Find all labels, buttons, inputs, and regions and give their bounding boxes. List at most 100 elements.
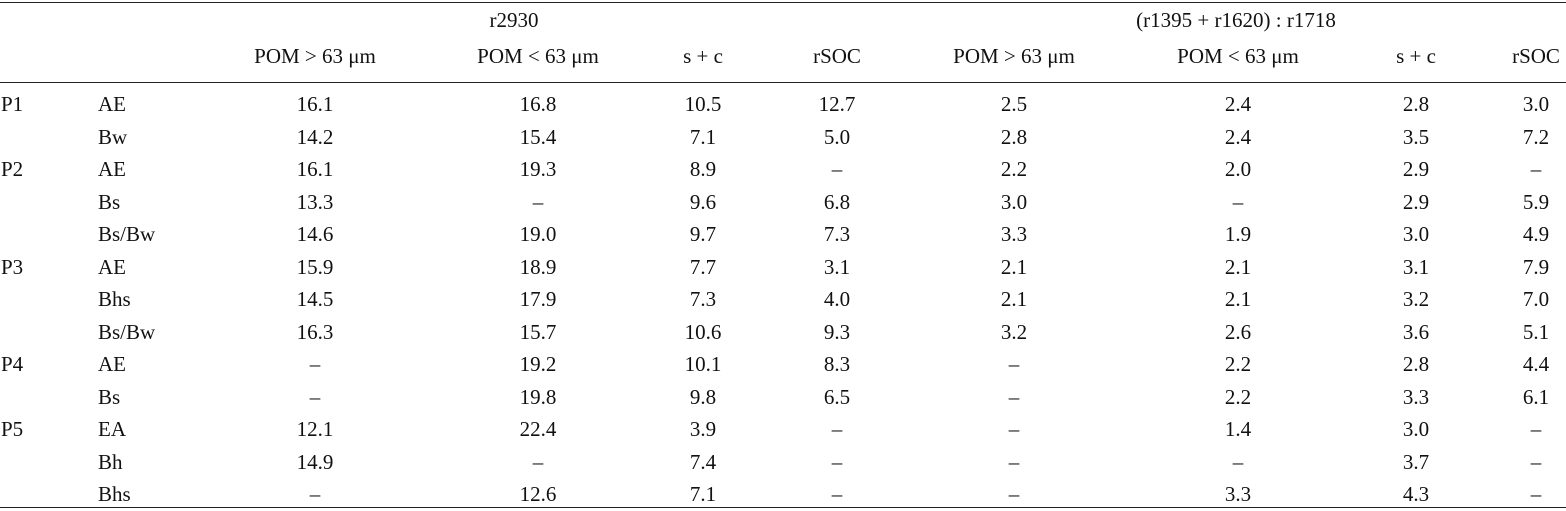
column-header-1: POM > 63 μm [254,44,376,68]
table-cell: – [309,384,321,409]
table-cell: 3.7 [1402,449,1430,474]
table-cell: 7.1 [689,124,717,149]
table-cell: 3.3 [1000,222,1028,246]
table-cell: 13.3 [296,189,334,214]
table-cell: 3.2 [1402,287,1430,311]
table-cell: 3.0 [1522,92,1550,116]
group-header-1: r2930 [489,8,539,32]
table-cell: 19.0 [519,222,557,246]
table-cell: 4.3 [1402,482,1430,506]
table-cell: 12.6 [519,482,557,506]
row-horizon-label: AE [98,92,126,116]
table-cell: 19.3 [519,157,557,181]
table-cell: 2.1 [1000,254,1028,279]
group-header-2: (r1395 + r1620) : r1718 [1136,8,1336,32]
table-cell: 19.8 [519,384,557,409]
table-cell: 2.8 [1000,124,1028,149]
row-horizon-label: EA [98,417,126,441]
row-horizon-label: Bw [98,124,128,149]
table-cell: 10.1 [684,352,722,376]
row-horizon-label: AE [98,352,126,376]
table-cell: – [1232,189,1244,214]
table-cell: 3.1 [1402,254,1430,279]
table-cell: 9.3 [823,319,851,344]
table-cell: 8.9 [689,157,717,181]
row-horizon-label: Bs/Bw [98,319,156,344]
table-cell: 2.8 [1402,352,1430,376]
table-cell: 7.9 [1522,254,1550,279]
bottom-rule [0,507,1566,508]
table-cell: – [532,189,544,214]
table-cell: 7.1 [689,482,717,506]
table-cell: 3.2 [1000,319,1028,344]
table-cell: 3.0 [1402,222,1430,246]
column-header-3: s + c [683,44,723,68]
table-cell: 18.9 [519,254,557,279]
table-cell: 9.7 [689,222,717,246]
table-cell: – [831,449,843,474]
column-header-7: s + c [1396,44,1436,68]
row-horizon-label: AE [98,254,126,279]
table-cell: 2.2 [1224,384,1252,409]
table-cell: – [309,482,321,506]
table-cell: – [1008,417,1020,441]
table-cell: 15.7 [519,319,557,344]
row-horizon-label: AE [98,157,126,181]
table-cell: 2.6 [1224,319,1252,344]
table-cell: 3.0 [1000,189,1028,214]
table-cell: 3.6 [1402,319,1430,344]
table-cell: – [1530,449,1542,474]
table-cell: 12.1 [296,417,334,441]
table-cell: 2.1 [1224,254,1252,279]
table-cell: – [1530,417,1542,441]
table-cell: 1.9 [1224,222,1252,246]
row-profile-label: P1 [1,92,24,116]
row-profile-label: P3 [1,254,24,279]
table-cell: – [309,352,321,376]
table-cell: – [1008,352,1020,376]
column-header-5: POM > 63 μm [953,44,1075,68]
table-cell: 3.5 [1402,124,1430,149]
table-cell: 15.4 [519,124,557,149]
table-cell: 2.2 [1000,157,1028,181]
table-cell: 5.9 [1522,189,1550,214]
table-cell: – [1530,482,1542,506]
table-cell: – [1232,449,1244,474]
table-cell: – [831,417,843,441]
table-cell: 10.5 [684,92,722,116]
row-horizon-label: Bh [98,449,123,474]
table-cell: 7.3 [689,287,717,311]
table-cell: 9.6 [689,189,717,214]
table-cell: 16.1 [296,92,334,116]
table-cell: 3.3 [1402,384,1430,409]
table-cell: – [831,157,843,181]
table-cell: 1.4 [1224,417,1252,441]
table-cell: 8.3 [823,352,851,376]
row-horizon-label: Bs/Bw [98,222,156,246]
table-cell: 12.7 [818,92,856,116]
row-profile-label: P2 [1,157,24,181]
row-horizon-label: Bs [98,189,121,214]
row-horizon-label: Bhs [98,287,131,311]
table-cell: – [1008,384,1020,409]
table-cell: 7.3 [823,222,851,246]
header-rule [0,82,1566,83]
table-cell: 2.1 [1224,287,1252,311]
table-cell: 7.4 [689,449,717,474]
table-cell: 7.7 [689,254,717,279]
table-cell: – [1008,482,1020,506]
row-horizon-label: Bs [98,384,121,409]
table-cell: 9.8 [689,384,717,409]
table-cell: 14.5 [296,287,334,311]
table-cell: – [1530,157,1542,181]
table-cell: – [1008,449,1020,474]
table-cell: 14.2 [296,124,334,149]
table-cell: 6.5 [823,384,851,409]
table-cell: 17.9 [519,287,557,311]
column-header-2: POM < 63 μm [477,44,599,68]
table-cell: 7.2 [1522,124,1550,149]
table-cell: 2.2 [1224,352,1252,376]
table-cell: 2.0 [1224,157,1252,181]
table-cell: 2.9 [1402,189,1430,214]
table-cell: 4.4 [1522,352,1550,376]
